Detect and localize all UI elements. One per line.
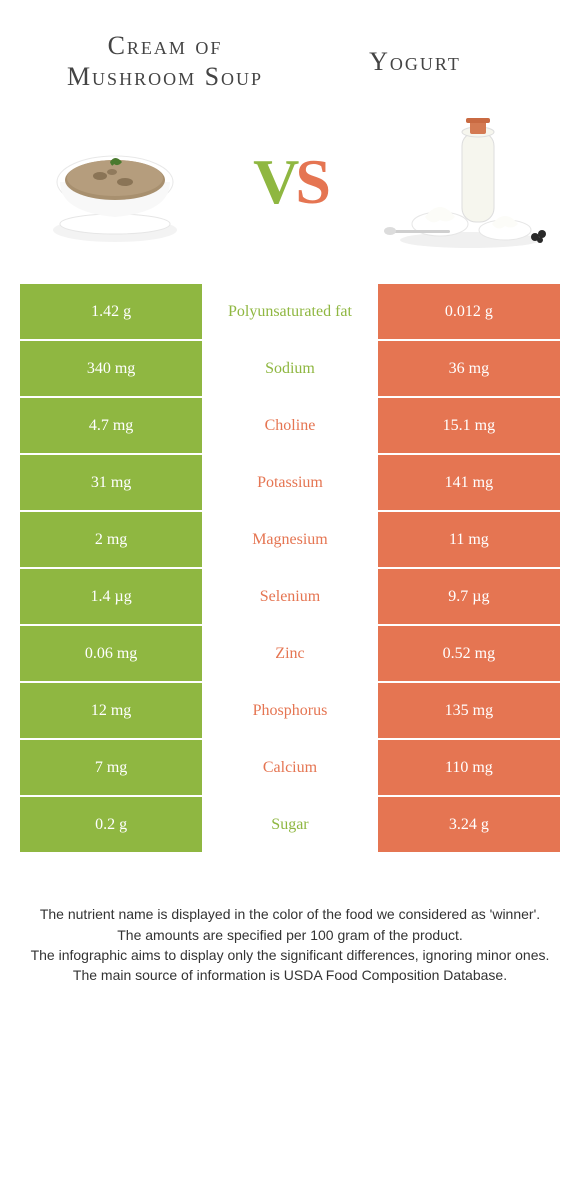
images-row: VS (0, 102, 580, 282)
left-value-cell: 0.06 mg (19, 625, 203, 682)
header: Cream of Mushroom Soup Yogurt (0, 0, 580, 102)
nutrient-cell: Zinc (203, 625, 377, 682)
table-row: 31 mgPotassium141 mg (19, 454, 561, 511)
table-row: 0.2 gSugar3.24 g (19, 796, 561, 853)
right-value-cell: 9.7 µg (377, 568, 561, 625)
table-row: 12 mgPhosphorus135 mg (19, 682, 561, 739)
table-row: 7 mgCalcium110 mg (19, 739, 561, 796)
right-value-cell: 135 mg (377, 682, 561, 739)
comparison-table: 1.42 gPolyunsaturated fat0.012 g340 mgSo… (18, 282, 562, 854)
vs-v: V (253, 146, 295, 217)
vs-label: VS (253, 145, 327, 219)
right-food-title: Yogurt (290, 46, 540, 77)
table-row: 0.06 mgZinc0.52 mg (19, 625, 561, 682)
nutrient-cell: Phosphorus (203, 682, 377, 739)
right-value-cell: 0.52 mg (377, 625, 561, 682)
nutrient-cell: Calcium (203, 739, 377, 796)
nutrient-cell: Magnesium (203, 511, 377, 568)
table-row: 4.7 mgCholine15.1 mg (19, 397, 561, 454)
right-value-cell: 0.012 g (377, 283, 561, 340)
footer-notes: The nutrient name is displayed in the co… (0, 854, 580, 985)
nutrient-cell: Sodium (203, 340, 377, 397)
footer-line: The amounts are specified per 100 gram o… (26, 925, 554, 945)
right-value-cell: 36 mg (377, 340, 561, 397)
left-value-cell: 12 mg (19, 682, 203, 739)
nutrient-cell: Sugar (203, 796, 377, 853)
left-value-cell: 0.2 g (19, 796, 203, 853)
right-value-cell: 141 mg (377, 454, 561, 511)
nutrient-cell: Choline (203, 397, 377, 454)
table-row: 340 mgSodium36 mg (19, 340, 561, 397)
right-value-cell: 11 mg (377, 511, 561, 568)
left-value-cell: 1.42 g (19, 283, 203, 340)
left-value-cell: 31 mg (19, 454, 203, 511)
footer-line: The main source of information is USDA F… (26, 965, 554, 985)
left-value-cell: 340 mg (19, 340, 203, 397)
table-row: 2 mgMagnesium11 mg (19, 511, 561, 568)
footer-line: The nutrient name is displayed in the co… (26, 904, 554, 924)
footer-line: The infographic aims to display only the… (26, 945, 554, 965)
nutrient-cell: Potassium (203, 454, 377, 511)
nutrient-cell: Selenium (203, 568, 377, 625)
table-row: 1.4 µgSelenium9.7 µg (19, 568, 561, 625)
left-food-title: Cream of Mushroom Soup (40, 30, 290, 92)
left-value-cell: 4.7 mg (19, 397, 203, 454)
left-value-cell: 1.4 µg (19, 568, 203, 625)
table-row: 1.42 gPolyunsaturated fat0.012 g (19, 283, 561, 340)
vs-s: S (295, 146, 327, 217)
right-value-cell: 110 mg (377, 739, 561, 796)
right-value-cell: 15.1 mg (377, 397, 561, 454)
right-value-cell: 3.24 g (377, 796, 561, 853)
soup-image (30, 112, 200, 252)
yogurt-image (380, 112, 550, 252)
left-value-cell: 2 mg (19, 511, 203, 568)
left-value-cell: 7 mg (19, 739, 203, 796)
nutrient-cell: Polyunsaturated fat (203, 283, 377, 340)
table-body: 1.42 gPolyunsaturated fat0.012 g340 mgSo… (19, 283, 561, 853)
